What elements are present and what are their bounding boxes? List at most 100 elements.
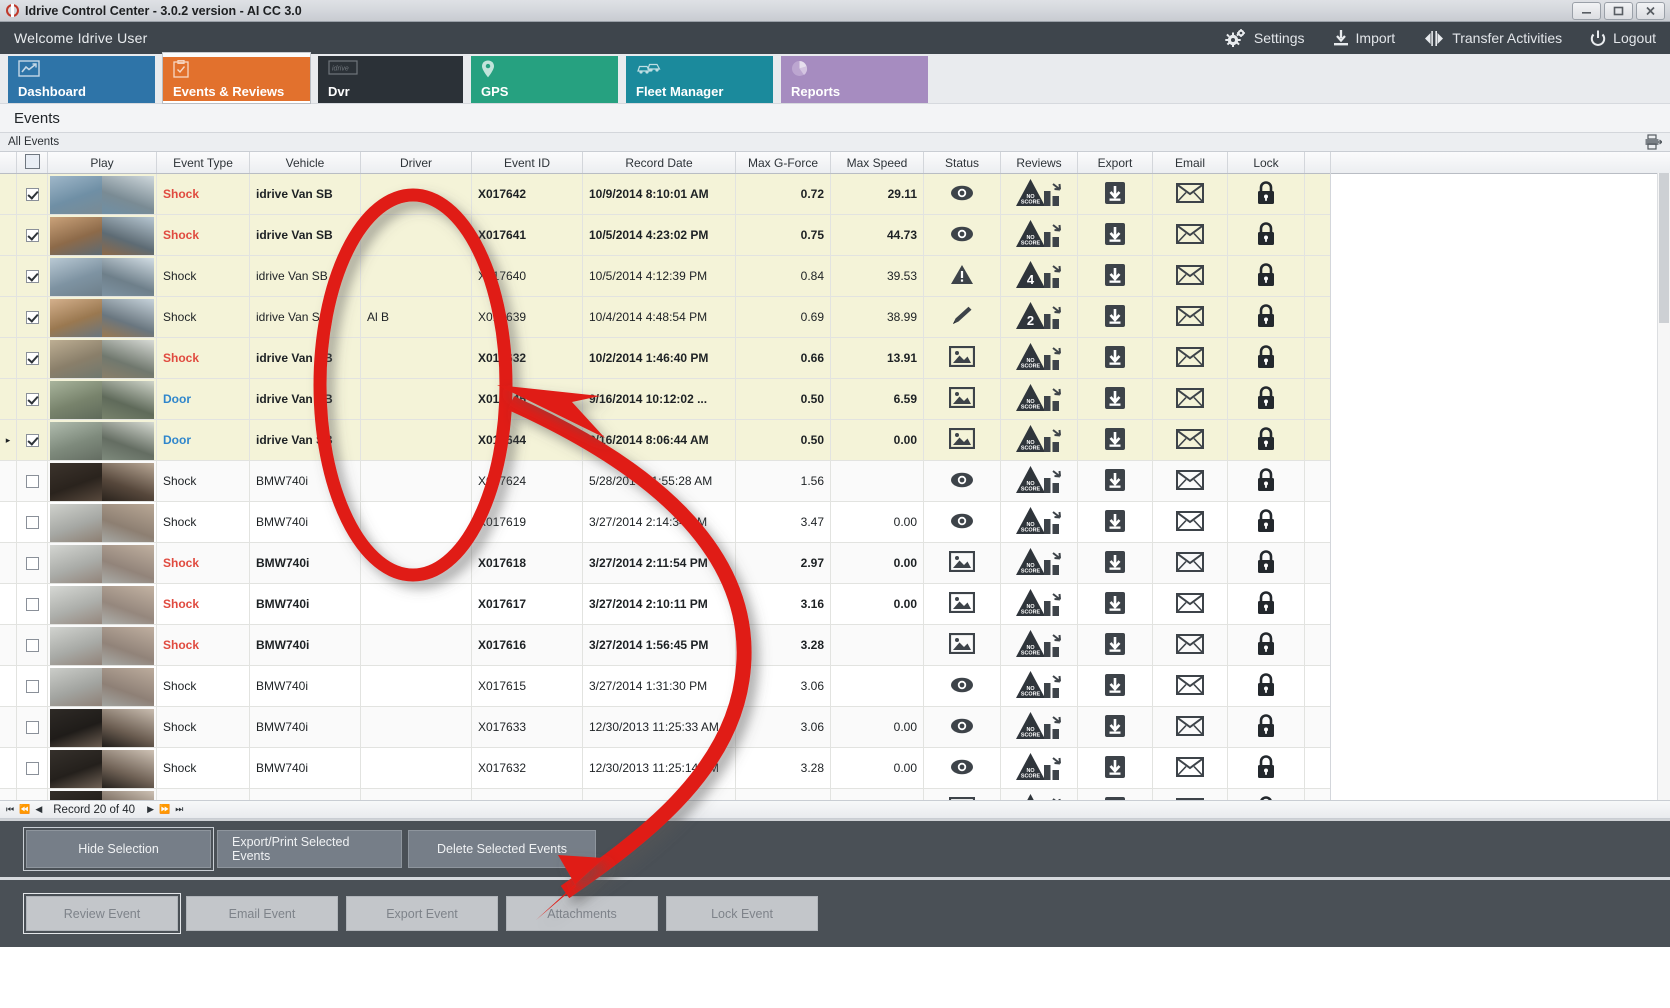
cell-email[interactable] — [1152, 501, 1228, 543]
cell-email[interactable] — [1152, 214, 1228, 256]
nav-tile-dashboard[interactable]: Dashboard — [8, 56, 155, 103]
cell-email[interactable] — [1152, 747, 1228, 789]
row-play-cell[interactable] — [47, 255, 157, 297]
cell-status[interactable] — [923, 665, 1001, 707]
row-play-cell[interactable] — [47, 747, 157, 789]
row-checkbox[interactable] — [25, 598, 39, 612]
cell-export[interactable] — [1077, 706, 1153, 748]
cell-email[interactable] — [1152, 460, 1228, 502]
cell-lock[interactable] — [1227, 337, 1305, 379]
cell-email[interactable] — [1152, 583, 1228, 625]
row-checkbox[interactable] — [25, 762, 39, 776]
thumbnail-cabin[interactable] — [102, 544, 154, 583]
export-event-button[interactable]: Export Event — [346, 896, 498, 931]
cell-export[interactable] — [1077, 583, 1153, 625]
minimize-button[interactable] — [1572, 1, 1601, 20]
cell-reviews[interactable]: 4 — [1000, 255, 1078, 297]
thumbnail-road[interactable] — [50, 298, 102, 337]
col-event-id[interactable]: Event ID — [471, 152, 583, 174]
table-row[interactable]: Shock BMW740i X017617 3/27/2014 2:10:11 … — [0, 583, 1380, 625]
cell-status[interactable] — [923, 542, 1001, 584]
col-vehicle[interactable]: Vehicle — [249, 152, 361, 174]
email-event-button[interactable]: Email Event — [186, 896, 338, 931]
cell-status[interactable] — [923, 788, 1001, 800]
video-thumbnails[interactable] — [50, 339, 154, 378]
cell-lock[interactable] — [1227, 542, 1305, 584]
logout-button[interactable]: Logout — [1590, 30, 1656, 47]
cell-reviews[interactable]: NO SCORE — [1000, 378, 1078, 420]
thumbnail-cabin[interactable] — [102, 585, 154, 624]
cell-lock[interactable] — [1227, 665, 1305, 707]
vertical-scrollbar[interactable] — [1657, 173, 1670, 800]
nav-tile-reports[interactable]: Reports — [781, 56, 928, 103]
pager-first-button[interactable]: ⏮ — [6, 804, 14, 814]
cell-email[interactable] — [1152, 542, 1228, 584]
close-button[interactable] — [1636, 1, 1665, 20]
nav-tile-events-reviews[interactable]: Events & Reviews — [162, 52, 311, 104]
cell-status[interactable] — [923, 214, 1001, 256]
cell-lock[interactable] — [1227, 624, 1305, 666]
row-play-cell[interactable] — [47, 665, 157, 707]
table-row[interactable]: Shock idrive Van SB X017632 10/2/2014 1:… — [0, 337, 1380, 379]
thumbnail-cabin[interactable] — [102, 175, 154, 214]
cell-status[interactable] — [923, 337, 1001, 379]
row-checkbox-cell[interactable] — [16, 788, 48, 800]
maximize-button[interactable] — [1604, 1, 1633, 20]
cell-export[interactable] — [1077, 665, 1153, 707]
video-thumbnails[interactable] — [50, 380, 154, 419]
row-checkbox-cell[interactable] — [16, 706, 48, 748]
row-checkbox[interactable] — [25, 188, 39, 202]
thumbnail-road[interactable] — [50, 790, 102, 800]
row-play-cell[interactable] — [47, 296, 157, 338]
row-checkbox[interactable] — [25, 311, 39, 325]
cell-lock[interactable] — [1227, 501, 1305, 543]
video-thumbnails[interactable] — [50, 216, 154, 255]
video-thumbnails[interactable] — [50, 298, 154, 337]
cell-export[interactable] — [1077, 624, 1153, 666]
settings-button[interactable]: Settings — [1225, 29, 1305, 47]
row-play-cell[interactable] — [47, 173, 157, 215]
col-email[interactable]: Email — [1152, 152, 1228, 174]
cell-status[interactable] — [923, 378, 1001, 420]
cell-reviews[interactable]: NO SCORE — [1000, 214, 1078, 256]
cell-export[interactable] — [1077, 173, 1153, 215]
cell-export[interactable] — [1077, 788, 1153, 800]
lock-event-button[interactable]: Lock Event — [666, 896, 818, 931]
thumbnail-cabin[interactable] — [102, 216, 154, 255]
cell-lock[interactable] — [1227, 747, 1305, 789]
nav-tile-fleet-manager[interactable]: Fleet Manager — [626, 56, 773, 103]
cell-lock[interactable] — [1227, 583, 1305, 625]
attachments-button[interactable]: Attachments — [506, 896, 658, 931]
row-checkbox-cell[interactable] — [16, 378, 48, 420]
import-button[interactable]: Import — [1333, 29, 1395, 47]
cell-email[interactable] — [1152, 624, 1228, 666]
table-row[interactable]: Shock BMW740i X017616 3/27/2014 1:56:45 … — [0, 624, 1380, 666]
col-reviews[interactable]: Reviews — [1000, 152, 1078, 174]
col-select-all[interactable] — [16, 152, 48, 174]
cell-export[interactable] — [1077, 255, 1153, 297]
review-event-button[interactable]: Review Event — [23, 893, 181, 934]
col-status[interactable]: Status — [923, 152, 1001, 174]
pager-next-button[interactable]: ▶ — [147, 804, 154, 814]
cell-export[interactable] — [1077, 419, 1153, 461]
thumbnail-road[interactable] — [50, 175, 102, 214]
thumbnail-road[interactable] — [50, 626, 102, 665]
delete-selected-events-button[interactable]: Delete Selected Events — [408, 830, 596, 868]
thumbnail-road[interactable] — [50, 585, 102, 624]
thumbnail-road[interactable] — [50, 544, 102, 583]
row-checkbox[interactable] — [25, 680, 39, 694]
cell-status[interactable] — [923, 583, 1001, 625]
row-checkbox-cell[interactable] — [16, 501, 48, 543]
cell-reviews[interactable]: NO SCORE — [1000, 788, 1078, 800]
cell-export[interactable] — [1077, 460, 1153, 502]
cell-email[interactable] — [1152, 296, 1228, 338]
nav-tile-dvr[interactable]: idrive Dvr — [318, 56, 463, 103]
row-checkbox[interactable] — [25, 393, 39, 407]
video-thumbnails[interactable] — [50, 257, 154, 296]
row-checkbox[interactable] — [25, 475, 39, 489]
video-thumbnails[interactable] — [50, 175, 154, 214]
row-play-cell[interactable] — [47, 583, 157, 625]
cell-lock[interactable] — [1227, 173, 1305, 215]
thumbnail-cabin[interactable] — [102, 380, 154, 419]
table-row[interactable]: Shock idrive Van SB X017641 10/5/2014 4:… — [0, 214, 1380, 256]
